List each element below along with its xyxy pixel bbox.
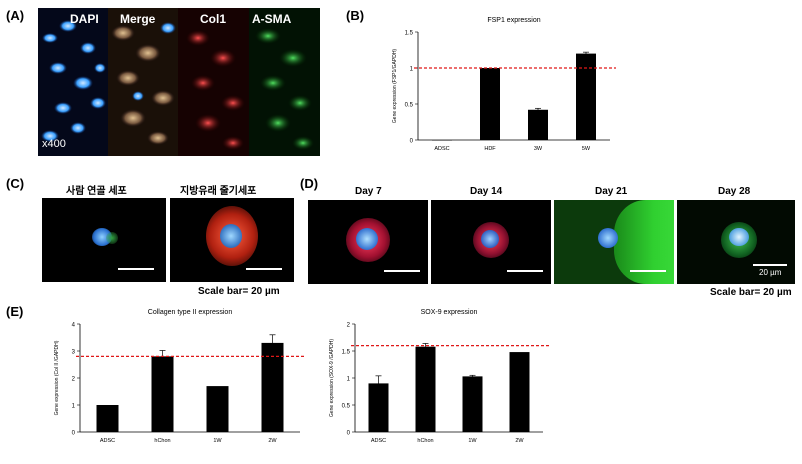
cell-body [106, 232, 118, 244]
y-tick-label: 3 [72, 350, 76, 356]
channel-label-col1: Col1 [200, 12, 227, 26]
y-axis-label: Gene expression (SOX-9 /GAPDH) [329, 339, 335, 417]
x-tick-label: ADSC [371, 438, 386, 444]
bar-ADSC [368, 383, 389, 432]
y-tick-label: 1 [72, 404, 76, 410]
bar-HDF [480, 68, 500, 140]
scale-bar [753, 264, 787, 266]
y-tick-label: 0.5 [405, 103, 414, 109]
x-tick-label: 1W [213, 438, 222, 444]
bar-2W [261, 342, 284, 432]
y-tick-label: 1 [410, 67, 414, 73]
bar-5W [576, 53, 596, 140]
y-tick-label: 0 [347, 431, 351, 437]
y-tick-label: 4 [72, 323, 76, 329]
y-tick-label: 2 [347, 323, 351, 329]
chart-collagen-ii: Collagen type II expression Gene expressi… [54, 309, 306, 444]
merge-cells [111, 22, 176, 145]
x-tick-label: 2W [515, 438, 524, 444]
chart-fsp1: FSP1 expression Gene expression (FSP1/GAP… [392, 17, 616, 152]
panel-c-letter: (C) [6, 176, 25, 191]
channel-label-merge: Merge [120, 12, 156, 26]
panel-d-caption-day7: Day 7 [355, 186, 382, 197]
scale-bar [118, 268, 154, 270]
channel-label-dapi: DAPI [70, 12, 99, 26]
y-tick-label: 1.5 [342, 350, 351, 356]
y-tick-label: 2 [72, 377, 76, 383]
panel-d-image-day7 [308, 200, 428, 284]
bar-1W [462, 376, 483, 432]
panel-b-letter: (B) [346, 8, 365, 23]
panel-d-caption-day14: Day 14 [470, 186, 503, 197]
x-tick-label: 2W [268, 438, 277, 444]
chart-title: SOX-9 expression [421, 309, 478, 316]
panel-c-image-2 [170, 198, 294, 282]
x-tick-label: ADSC [100, 438, 115, 444]
x-tick-label: 1W [468, 438, 477, 444]
cell-nucleus [729, 228, 749, 246]
x-tick-label: hChon [417, 438, 433, 444]
dapi-nuclei [41, 20, 106, 142]
x-tick-label: HDF [484, 146, 496, 152]
panel-c-scale-text: Scale bar= 20 µm [198, 286, 280, 297]
panel-a-letter: (A) [6, 8, 25, 23]
x-tick-label: ADSC [434, 146, 449, 152]
cell-nucleus [220, 224, 242, 248]
panel-e-letter: (E) [6, 304, 24, 319]
magnification-label: x400 [42, 138, 66, 150]
panel-d-caption-day21: Day 21 [595, 186, 628, 197]
asma-cells [255, 28, 314, 150]
panel-d-image-day28: 20 µm [677, 200, 795, 284]
y-tick-label: 1.5 [405, 31, 414, 37]
panel-d-image-day21 [554, 200, 674, 284]
y-axis-label: Gene expression (Col II /GAPDH) [54, 340, 60, 415]
chart-sox9: SOX-9 expression Gene expression (SOX-9 /… [329, 309, 549, 444]
y-tick-label: 1 [347, 377, 351, 383]
y-tick-label: 0.5 [342, 404, 351, 410]
bar-ADSC [96, 405, 119, 432]
panel-d-image-day14 [431, 200, 551, 284]
panel-a-image [38, 8, 320, 156]
scale-bar [246, 268, 282, 270]
panel-d-caption-day28: Day 28 [718, 186, 751, 197]
chart-title: Collagen type II expression [148, 309, 233, 316]
bar-ADSC [432, 140, 452, 141]
chart-title: FSP1 expression [487, 17, 540, 24]
panel-d-letter: (D) [300, 176, 319, 191]
y-axis-label: Gene expression (FSP1/GAPDH) [392, 49, 398, 124]
x-tick-label: 5W [582, 146, 591, 152]
x-tick-label: 3W [534, 146, 543, 152]
scale-bar [630, 270, 666, 272]
panel-d-scale-text: Scale bar= 20 µm [710, 287, 792, 298]
y-tick-label: 0 [72, 431, 76, 437]
bar-hChon [151, 356, 174, 432]
panel-c-image-1 [42, 198, 166, 282]
panel-a-micrograph: DAPI Merge Col1 A-SMA x400 [38, 8, 320, 156]
bar-1W [206, 386, 229, 432]
cell-nucleus [356, 228, 378, 250]
channel-label-asma: A-SMA [252, 12, 292, 26]
col1-cells [186, 30, 245, 150]
cell-nucleus [598, 228, 618, 248]
panel-c-caption-1: 사람 연골 세포 [66, 186, 127, 197]
inset-scale-text: 20 µm [759, 268, 782, 277]
cell-nucleus [481, 230, 499, 248]
bar-3W [528, 109, 548, 140]
x-tick-label: hChon [154, 438, 170, 444]
panel-c-caption-2: 지방유래 줄기세포 [180, 186, 257, 197]
y-tick-label: 0 [410, 139, 414, 145]
scale-bar [384, 270, 420, 272]
scale-bar [507, 270, 543, 272]
bar-2W [509, 352, 530, 432]
bar-hChon [415, 346, 436, 432]
